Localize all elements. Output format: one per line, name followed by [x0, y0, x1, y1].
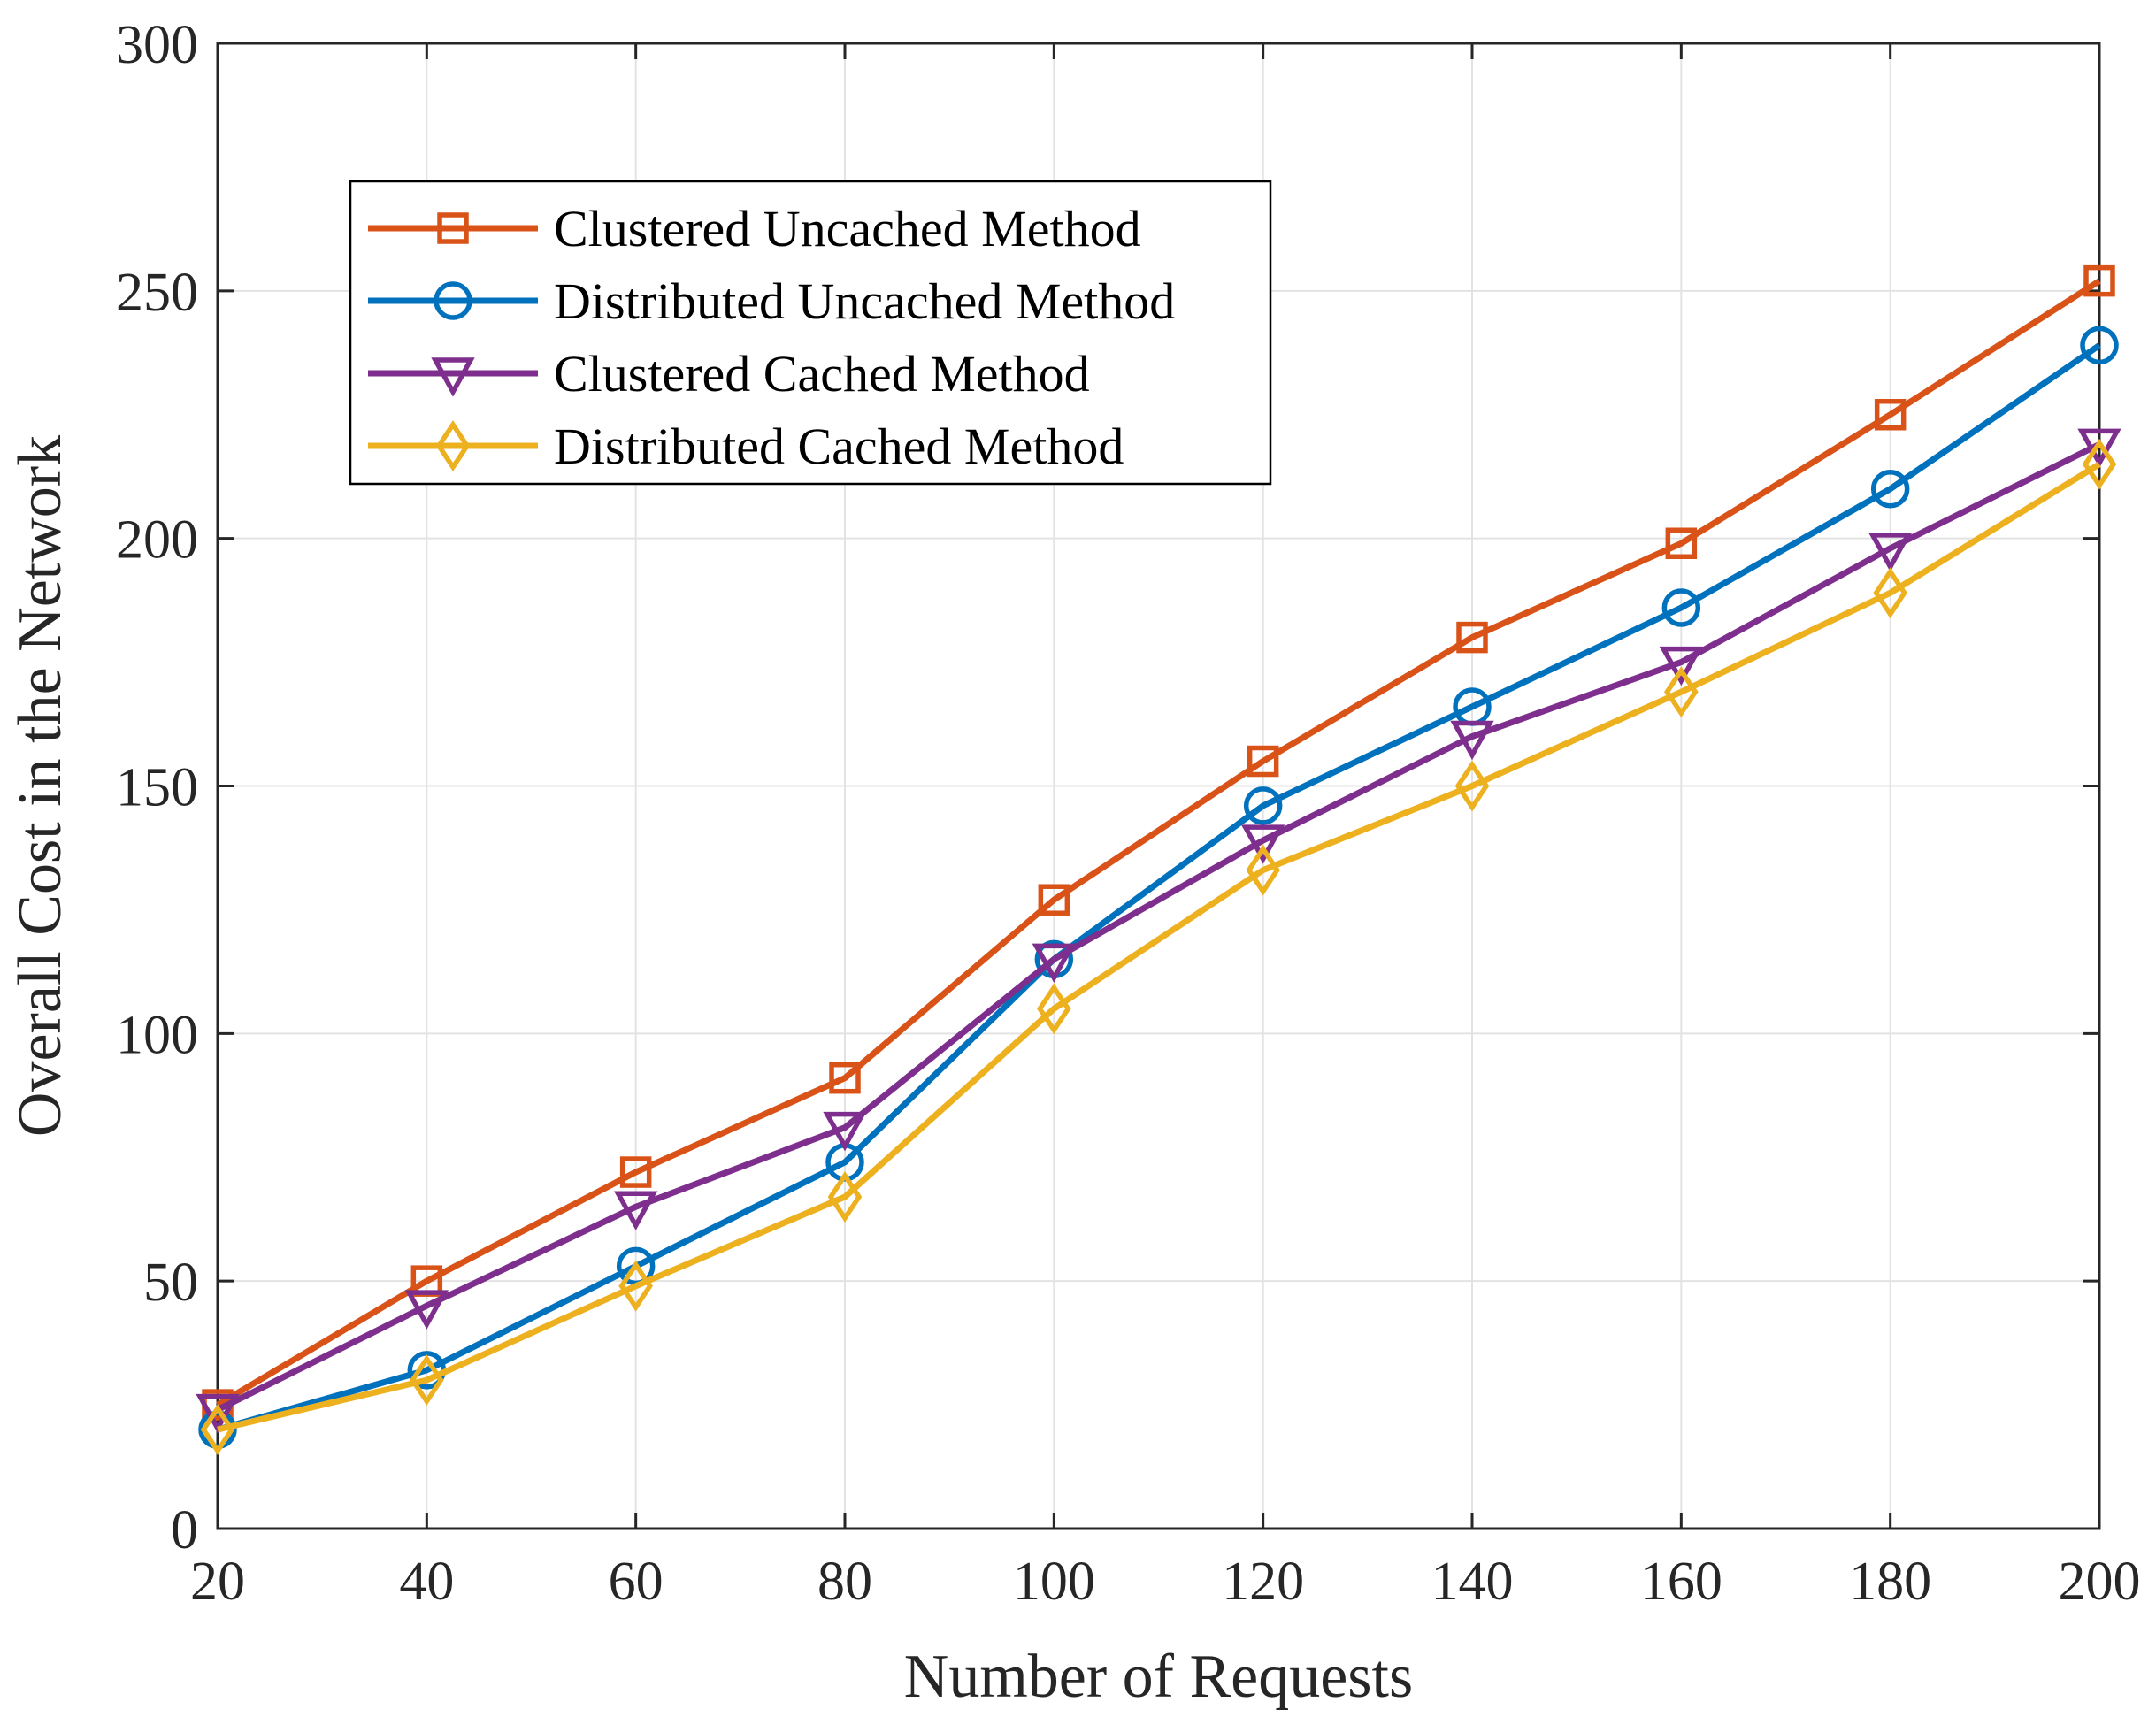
data-point: [619, 1156, 652, 1188]
data-point: [1870, 469, 1910, 509]
data-point: [613, 1191, 658, 1230]
legend-label: Clustered Uncached Method: [554, 200, 1141, 257]
y-tick-label: 150: [116, 758, 198, 818]
y-tick-label: 100: [116, 1005, 198, 1065]
data-point: [196, 1393, 240, 1434]
data-point: [827, 1171, 863, 1223]
data-series: [196, 264, 2121, 1456]
x-tick-label: 80: [817, 1552, 872, 1612]
legend-label: Distributed Cached Method: [554, 418, 1124, 475]
y-tick-label: 200: [116, 510, 198, 571]
data-point: [1454, 760, 1490, 812]
data-point: [2083, 264, 2115, 297]
series-line: [217, 342, 2101, 1433]
y-tick-label: 0: [171, 1500, 198, 1560]
legend-entry: Distributed Uncached Method: [368, 272, 1175, 330]
legend: Clustered Uncached Method Distributed Unc…: [349, 180, 1272, 486]
legend-marker: [435, 420, 471, 471]
data-point: [2080, 326, 2119, 365]
y-tick-label: 250: [116, 263, 198, 323]
legend-marker: [434, 281, 472, 320]
data-point: [200, 1404, 235, 1456]
x-tick-label: 140: [1431, 1552, 1514, 1612]
series-line: [216, 278, 2101, 1408]
x-tick-label: 40: [399, 1552, 454, 1612]
series-line: [217, 461, 2101, 1433]
data-point: [1037, 983, 1071, 1035]
axis-ticks: 20 40 60 80 100 120 140 160 180 200 0 50 100 150 200 25…: [116, 15, 2141, 1612]
x-tick-label: 180: [1849, 1552, 1931, 1612]
data-point: [1874, 399, 1907, 431]
data-point: [1868, 533, 1913, 572]
data-point: [1243, 786, 1283, 825]
data-point: [1246, 844, 1280, 896]
legend-label: Distributed Uncached Method: [554, 272, 1175, 330]
data-point: [410, 1354, 444, 1407]
series-distributed-cached-method: [200, 438, 2117, 1456]
x-tick-label: 120: [1222, 1552, 1304, 1612]
data-point: [1665, 527, 1698, 560]
legend-box: [349, 180, 1272, 486]
data-point: [1661, 588, 1701, 627]
x-axis-title: Number of Requests: [904, 1643, 1413, 1711]
legend-marker: [431, 357, 475, 397]
legend-entry: Clustered Cached Method: [368, 345, 1090, 402]
data-point: [1659, 646, 1704, 686]
series-clustered-cached-method: [196, 428, 2121, 1434]
data-point: [1664, 666, 1699, 718]
data-point: [1450, 720, 1494, 761]
data-point: [1038, 884, 1070, 916]
data-point: [1247, 745, 1279, 778]
series-line: [216, 441, 2101, 1413]
legend-label: Clustered Cached Method: [554, 345, 1090, 402]
legend-entry: Distributed Cached Method: [368, 418, 1124, 475]
data-point: [618, 1260, 653, 1312]
series-clustered-uncached-method: [202, 264, 2115, 1421]
y-axis-title: Overall Cost in the Network: [6, 435, 74, 1137]
data-point: [2082, 438, 2117, 490]
x-tick-label: 160: [1640, 1552, 1722, 1612]
data-point: [1873, 567, 1907, 619]
data-point: [829, 1062, 861, 1094]
legend-marker: [437, 212, 469, 244]
data-point: [823, 1111, 867, 1152]
y-tick-label: 50: [143, 1253, 198, 1313]
data-point: [1032, 943, 1077, 984]
x-tick-label: 20: [190, 1552, 245, 1612]
y-tick-label: 300: [116, 15, 198, 75]
data-point: [1456, 621, 1488, 654]
x-tick-label: 100: [1013, 1552, 1095, 1612]
data-point: [1240, 824, 1285, 864]
x-tick-label: 60: [609, 1552, 664, 1612]
data-point: [2077, 428, 2121, 468]
x-tick-label: 200: [2059, 1552, 2141, 1612]
legend-entry: Clustered Uncached Method: [368, 200, 1141, 257]
data-point: [404, 1290, 449, 1330]
